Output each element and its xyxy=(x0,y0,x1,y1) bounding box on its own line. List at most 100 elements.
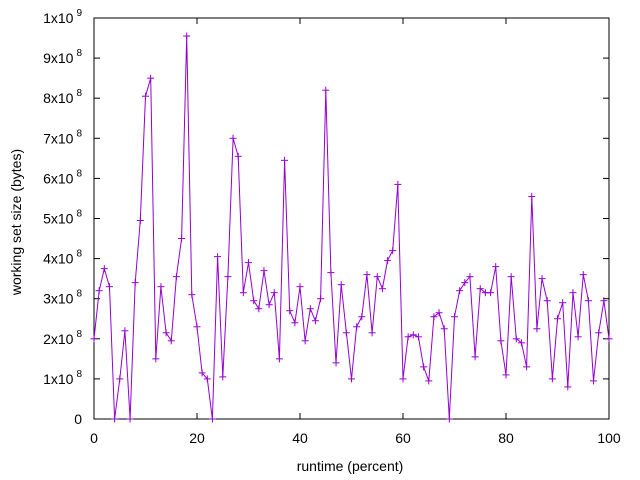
data-point xyxy=(105,283,113,291)
data-point xyxy=(523,363,531,371)
y-tick-mantissa: 5x10 xyxy=(43,211,74,227)
data-point xyxy=(126,415,134,423)
data-point xyxy=(384,257,392,265)
x-tick-label: 80 xyxy=(498,430,514,446)
data-point xyxy=(564,383,572,391)
data-point xyxy=(147,74,155,82)
y-tick-mantissa: 3x10 xyxy=(43,291,74,307)
data-point xyxy=(95,287,103,295)
data-point xyxy=(167,337,175,345)
y-tick-label: 7x10 8 xyxy=(43,128,82,146)
data-point xyxy=(420,363,428,371)
y-tick-exponent: 8 xyxy=(76,289,82,300)
data-point xyxy=(152,355,160,363)
y-tick-mantissa: 4x10 xyxy=(43,251,74,267)
data-point xyxy=(121,327,129,335)
y-tick-label: 5x10 8 xyxy=(43,209,82,227)
y-tick-label: 1x10 8 xyxy=(43,369,82,387)
data-point xyxy=(430,313,438,321)
data-point xyxy=(219,373,227,381)
data-point xyxy=(394,180,402,188)
x-axis-label: runtime (percent) xyxy=(297,458,404,474)
data-point xyxy=(342,329,350,337)
data-point xyxy=(579,271,587,279)
data-point xyxy=(183,32,191,40)
data-point xyxy=(136,217,144,225)
data-point xyxy=(487,289,495,297)
data-point xyxy=(404,333,412,341)
data-point xyxy=(301,337,309,345)
data-point xyxy=(178,235,186,243)
data-point xyxy=(250,297,258,305)
data-point xyxy=(512,335,520,343)
data-point xyxy=(435,309,443,317)
data-point xyxy=(100,265,108,273)
data-point xyxy=(162,329,170,337)
data-point xyxy=(445,415,453,423)
data-point xyxy=(358,313,366,321)
data-point xyxy=(111,415,119,423)
data-point xyxy=(234,152,242,160)
data-point xyxy=(353,323,361,331)
data-point xyxy=(270,289,278,297)
x-tick-label: 60 xyxy=(395,430,411,446)
data-point xyxy=(497,337,505,345)
data-point xyxy=(569,289,577,297)
data-point xyxy=(198,369,206,377)
data-point xyxy=(255,305,263,313)
data-point xyxy=(538,275,546,283)
data-point xyxy=(476,285,484,293)
data-point xyxy=(172,273,180,281)
data-point xyxy=(399,375,407,383)
data-point xyxy=(131,279,139,287)
y-tick-exponent: 9 xyxy=(76,8,82,19)
data-point xyxy=(208,415,216,423)
data-point xyxy=(224,273,232,281)
y-tick-exponent: 8 xyxy=(76,88,82,99)
data-point xyxy=(348,375,355,383)
data-point xyxy=(286,307,294,315)
data-point xyxy=(193,323,201,331)
data-point xyxy=(337,281,345,289)
data-point xyxy=(409,331,417,339)
data-point xyxy=(492,263,500,271)
y-tick-mantissa: 8x10 xyxy=(43,90,74,106)
data-point xyxy=(456,287,464,295)
data-point xyxy=(142,92,149,100)
data-point xyxy=(245,259,252,267)
data-point xyxy=(203,375,211,383)
y-tick-label: 6x10 8 xyxy=(43,168,82,186)
plot-area xyxy=(90,32,613,423)
y-tick-label: 9x10 8 xyxy=(43,48,82,66)
x-tick-label: 0 xyxy=(90,430,98,446)
data-point xyxy=(116,375,124,383)
y-tick-mantissa: 6x10 xyxy=(43,170,74,186)
y-tick-mantissa: 2x10 xyxy=(43,331,74,347)
data-point xyxy=(229,134,237,142)
data-point xyxy=(517,339,525,347)
data-point xyxy=(275,355,283,363)
data-point xyxy=(188,291,196,299)
data-point xyxy=(260,267,268,275)
x-tick-label: 100 xyxy=(597,430,621,446)
y-tick-label: 4x10 8 xyxy=(43,249,82,267)
y-tick-label: 3x10 8 xyxy=(43,289,82,307)
data-point xyxy=(389,247,397,255)
y-tick-exponent: 8 xyxy=(76,209,82,220)
data-point xyxy=(265,301,273,309)
data-point xyxy=(296,283,304,291)
data-point xyxy=(306,305,314,313)
data-point xyxy=(414,333,422,341)
data-point xyxy=(90,335,98,343)
y-tick-exponent: 8 xyxy=(76,48,82,59)
data-point xyxy=(507,273,515,281)
data-point xyxy=(543,297,551,305)
data-point xyxy=(317,295,325,303)
data-point xyxy=(528,192,536,200)
x-tick-label: 40 xyxy=(292,430,308,446)
data-point xyxy=(425,377,433,385)
data-point xyxy=(590,377,598,385)
data-point xyxy=(600,297,608,305)
